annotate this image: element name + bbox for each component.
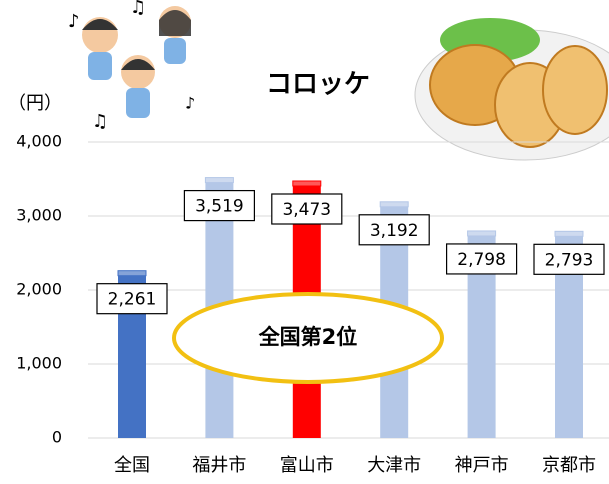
value-label: 3,473 — [282, 200, 331, 220]
value-label: 2,793 — [545, 250, 594, 270]
y-axis-label: （円） — [8, 93, 62, 114]
svg-text:♪: ♪ — [185, 94, 195, 113]
chart: ♪ ♫ ♫ ♪ コロッケ （円） 0 1,000 2,000 3,000 4,000 全… — [0, 0, 609, 484]
annotation: 全国第2位 — [258, 325, 358, 349]
bar-cap — [205, 178, 233, 183]
svg-text:♫: ♫ — [130, 0, 146, 18]
value-label: 2,798 — [457, 250, 506, 270]
svg-text:♪: ♪ — [68, 11, 80, 32]
bar-cap — [468, 231, 496, 236]
y-tick-label: 0 — [52, 428, 62, 447]
x-tick-label: 全国 — [114, 455, 150, 476]
croquette-illustration — [415, 18, 609, 160]
bar-cap — [118, 271, 146, 276]
bar-cap — [293, 181, 321, 186]
y-tick-label: 2,000 — [16, 280, 62, 299]
x-tick-label: 福井市 — [192, 455, 246, 476]
bar-cap — [380, 202, 408, 207]
x-tick-label: 神戸市 — [455, 455, 509, 476]
value-label: 2,261 — [108, 290, 157, 310]
x-tick-label: 京都市 — [542, 455, 596, 476]
y-tick-label: 3,000 — [16, 206, 62, 225]
x-tick-label: 富山市 — [280, 455, 334, 476]
svg-text:♫: ♫ — [92, 111, 108, 132]
kids-illustration: ♪ ♫ ♫ ♪ — [68, 0, 195, 132]
x-tick-label: 大津市 — [367, 455, 421, 476]
value-label: 3,519 — [195, 197, 244, 217]
y-tick-label: 1,000 — [16, 354, 62, 373]
value-label: 3,192 — [370, 221, 419, 241]
y-tick-label: 4,000 — [16, 132, 62, 151]
chart-title: コロッケ — [266, 70, 370, 100]
bar-cap — [555, 231, 583, 236]
